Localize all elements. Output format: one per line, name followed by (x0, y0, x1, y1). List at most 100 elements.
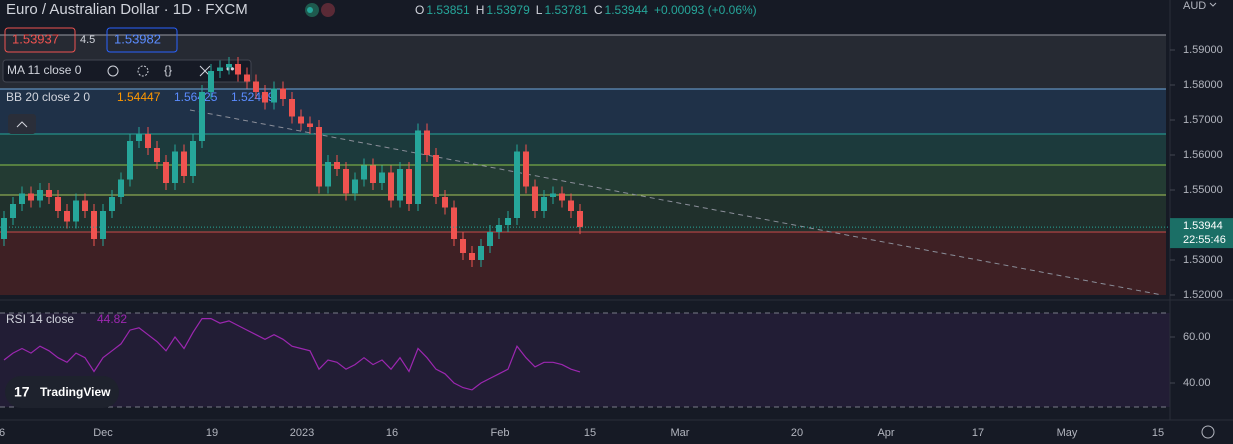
ma-legend[interactable] (2, 59, 252, 83)
candle-body (91, 211, 97, 239)
bb-upper: 1.56425 (174, 90, 218, 104)
status-dot (307, 7, 313, 13)
rsi-value: 44.82 (97, 312, 127, 326)
candle-body (442, 197, 448, 208)
last-price: 1.53944 (1183, 220, 1223, 232)
candle-body (145, 134, 151, 148)
eye-icon[interactable] (107, 65, 119, 77)
change: +0.00093 (+0.06%) (654, 3, 757, 17)
candle-body (136, 134, 142, 141)
time-label: May (1057, 427, 1078, 439)
candle-body (262, 92, 268, 103)
ohlc-key: O (415, 3, 424, 17)
candle-body (82, 200, 88, 211)
time-label: Apr (877, 427, 894, 439)
candle-body (451, 207, 457, 239)
currency-menu[interactable] (1209, 2, 1217, 7)
candle-body (523, 151, 529, 187)
candle-body (46, 190, 52, 197)
collapse-icon (16, 121, 28, 128)
sell-price[interactable]: 1.53937 (12, 31, 59, 46)
candle-body (118, 179, 124, 197)
time-label: 2023 (290, 427, 314, 439)
settings-icon[interactable] (137, 65, 149, 77)
zone (0, 89, 1166, 134)
candle-body (316, 127, 322, 187)
candle-body (370, 165, 376, 183)
candle-body (424, 130, 430, 155)
ohlc-key: L (536, 3, 543, 17)
rsi-band (0, 313, 1170, 407)
candle-body (100, 211, 106, 239)
candle-body (10, 204, 16, 218)
source-icon[interactable]: {} (164, 63, 172, 77)
candle-body (577, 211, 583, 228)
candle-body (298, 116, 304, 124)
ohlc-value: 1.53781 (544, 3, 588, 17)
time-label: 16 (386, 427, 398, 439)
ma-label: MA 11 close 0 (7, 63, 82, 77)
rsi-line (3, 318, 581, 391)
ohlc-value: 1.53979 (486, 3, 530, 17)
buy-price[interactable]: 1.53982 (114, 31, 161, 46)
candle-body (190, 141, 196, 176)
candle-body (217, 67, 223, 71)
candle-body (388, 172, 394, 201)
candle-body (352, 179, 358, 194)
buy-button[interactable] (106, 27, 178, 53)
ohlc-value: 1.53851 (426, 3, 470, 17)
symbol: Euro / Australian Dollar · 1D · FXCM (6, 1, 248, 18)
candle-body (559, 193, 565, 201)
candle-body (406, 169, 412, 204)
candle-body (73, 200, 79, 222)
time-label: 15 (584, 427, 596, 439)
settings-icon[interactable] (1201, 425, 1215, 439)
candle-body (172, 151, 178, 183)
trend-line (189, 109, 1163, 296)
candle-body (460, 239, 466, 253)
rsi-tick-label: 60.00 (1183, 331, 1211, 343)
bb-basis: 1.54447 (117, 90, 161, 104)
sell-button[interactable] (4, 27, 76, 53)
rsi-tick-label: 40.00 (1183, 377, 1211, 389)
candle-body (55, 197, 61, 211)
candle-body (235, 64, 241, 75)
price-tick-label: 1.52000 (1183, 289, 1223, 301)
brand-badge[interactable] (5, 376, 119, 408)
candle-body (64, 211, 70, 222)
bb-label: BB 20 close 2 0 (6, 90, 90, 104)
currency: AUD (1183, 0, 1206, 12)
candle-body (541, 197, 547, 211)
candle-body (208, 71, 214, 92)
zone (0, 232, 1166, 295)
time-label: 6 (0, 427, 5, 439)
candle-body (181, 151, 187, 176)
candle-body (271, 88, 277, 103)
candle-body (289, 99, 295, 117)
price-tick-label: 1.53000 (1183, 254, 1223, 266)
candle-body (496, 225, 502, 232)
candle-body (568, 200, 574, 211)
price-tick-label: 1.56000 (1183, 149, 1223, 161)
price-tick-label: 1.57000 (1183, 114, 1223, 126)
candle-body (307, 123, 313, 127)
candle-body (28, 193, 34, 201)
ohlc-key: H (476, 3, 485, 17)
candle-body (343, 169, 349, 194)
candle-body (109, 197, 115, 211)
candle-body (505, 218, 511, 225)
candle-body (334, 162, 340, 169)
collapse-button[interactable] (8, 114, 36, 134)
ohlc-key: C (594, 3, 603, 17)
candle-body (280, 88, 286, 99)
candle-body (325, 162, 331, 187)
price-tick-label: 1.58000 (1183, 79, 1223, 91)
candle-body (127, 141, 133, 180)
price-tick-label: 1.55000 (1183, 184, 1223, 196)
spread: 4.5 (80, 34, 95, 46)
candle-body (397, 169, 403, 201)
candle-body (361, 165, 367, 180)
candle-body (469, 253, 475, 260)
candle-body (199, 92, 205, 141)
